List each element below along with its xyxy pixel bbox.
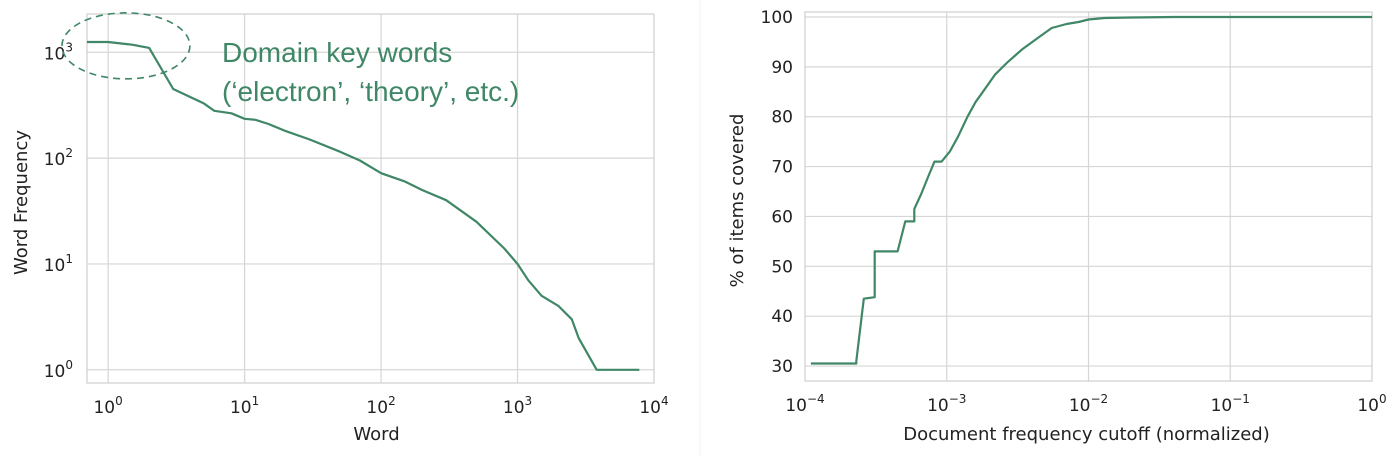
chart2-plot-frame (804, 11, 1373, 382)
chart2-y-tick-label-5: 80 (771, 108, 793, 128)
chart2-x-tick-label-3: 10−1 (1211, 392, 1250, 416)
annotation-line-2: (‘electron’, ‘theory’, etc.) (222, 76, 519, 107)
chart2-x-tick-labels: 10−4 10−3 10−2 10−1 100 (785, 392, 1386, 416)
chart2-y-tick-labels: 30 40 50 60 70 80 90 100 (761, 8, 793, 377)
chart1-x-tick-label-1: 101 (230, 394, 259, 418)
chart1-x-tick-label-3: 103 (503, 394, 532, 418)
domain-key-words-ellipse (61, 12, 191, 80)
chart2-y-tick-label-7: 100 (761, 8, 793, 28)
chart2-x-tick-label-0: 10−4 (785, 392, 824, 416)
chart1-x-axis-label: Word (353, 424, 399, 445)
chart2-grid (805, 12, 1372, 381)
coverage-chart: 10−4 10−3 10−2 10−1 100 30 40 50 60 70 80 90 100 Do… (727, 8, 1387, 445)
chart2-y-tick-label-1: 40 (771, 307, 793, 327)
chart1-y-tick-label-1: 101 (44, 252, 73, 276)
chart1-plot-frame (86, 13, 655, 384)
chart1-x-tick-label-4: 104 (639, 394, 668, 418)
chart2-y-tick-label-3: 60 (771, 207, 793, 227)
chart2-x-tick-label-4: 100 (1357, 392, 1386, 416)
chart1-x-tick-label-2: 102 (366, 394, 395, 418)
chart2-y-tick-label-0: 30 (771, 357, 793, 377)
chart2-y-tick-label-6: 90 (771, 58, 793, 78)
chart2-x-tick-label-2: 10−2 (1069, 392, 1108, 416)
chart2-y-axis-label: % of items covered (727, 114, 748, 288)
chart1-y-axis-label: Word Frequency (11, 130, 32, 275)
chart2-series-line (810, 15, 1372, 365)
chart1-y-tick-label-0: 100 (44, 358, 73, 382)
chart1-x-tick-labels: 100 101 102 103 104 (93, 394, 668, 418)
chart2-y-tick-label-4: 70 (771, 158, 793, 178)
chart1-grid (87, 14, 654, 383)
chart2-x-axis-label: Document frequency cutoff (normalized) (903, 424, 1270, 445)
word-frequency-chart: 100 101 102 103 104 100 101 102 103 Domain key … (11, 12, 669, 445)
chart2-y-tick-label-2: 50 (771, 257, 793, 277)
annotation-line-1: Domain key words (222, 37, 452, 68)
chart1-x-tick-label-0: 100 (93, 394, 122, 418)
chart2-x-tick-label-1: 10−3 (927, 392, 966, 416)
chart1-y-tick-labels: 100 101 102 103 (44, 40, 73, 381)
chart1-series-line (87, 40, 640, 371)
chart1-y-tick-label-2: 102 (44, 146, 73, 170)
chart1-y-tick-label-3: 103 (44, 40, 73, 64)
